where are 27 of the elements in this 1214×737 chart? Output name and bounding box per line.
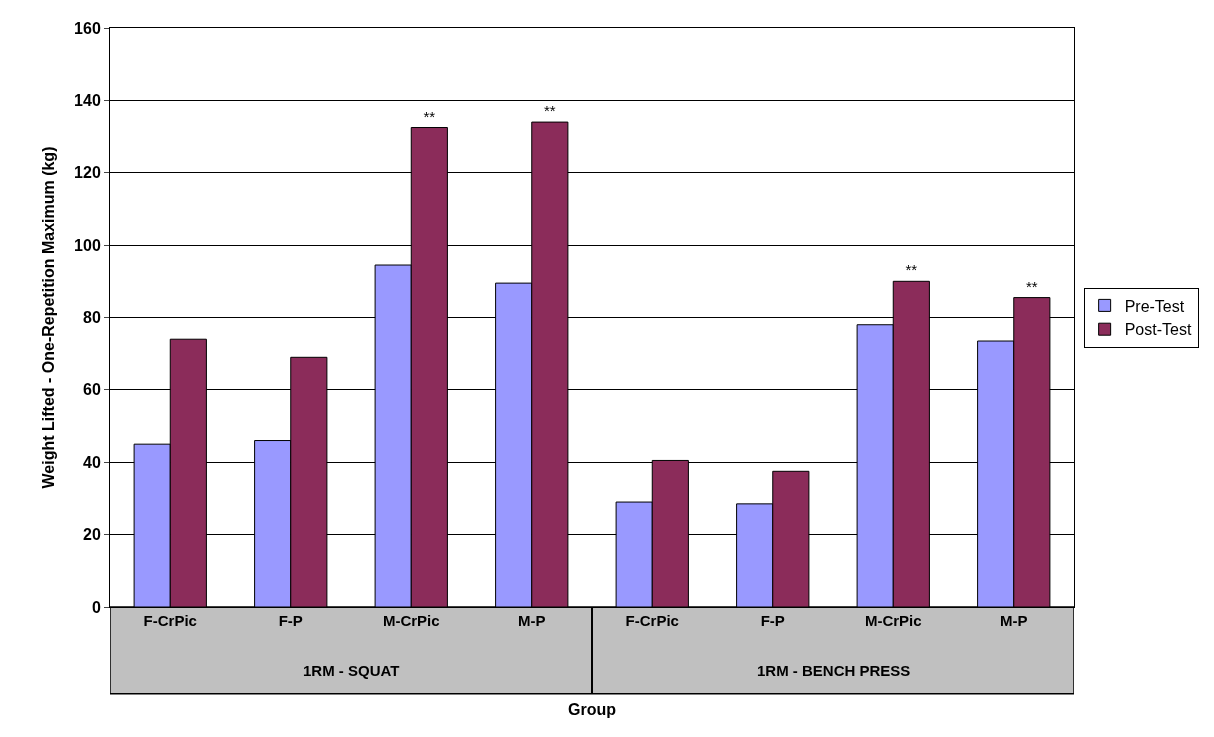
x-tick-label: M-CrPic (864, 612, 922, 629)
y-tick-label: 20 (83, 526, 101, 544)
y-tick-label: 120 (74, 164, 101, 182)
y-tick-label: 40 (83, 453, 101, 471)
y-tick-label: 60 (83, 381, 101, 399)
legend-label: Post-Test (1124, 321, 1192, 339)
data-label: ** (423, 107, 436, 125)
y-axis-title: Weight Lifted - One-Repetition Maximum (kg) (40, 146, 57, 489)
x-tick-label: F-CrPic (625, 612, 679, 629)
x-tick-label: M-P (1000, 612, 1028, 629)
data-label: ** (543, 102, 556, 120)
text: 1RM - SQUAT (303, 662, 400, 679)
x-axis-title: Group (568, 700, 617, 718)
y-tick-label: 0 (91, 598, 101, 616)
y-tick-label: 160 (74, 19, 101, 37)
y-tick-label: 100 (74, 236, 101, 254)
y-tick-label: 80 (83, 309, 101, 327)
data-label: ** (905, 261, 918, 279)
text: 1RM - BENCH PRESS (757, 662, 911, 679)
x-tick-label: F-P (760, 612, 785, 629)
x-tick-label: F-CrPic (143, 612, 197, 629)
x-tick-label: M-CrPic (382, 612, 440, 629)
x-tick-label: F-P (278, 612, 303, 629)
legend-label: Pre-Test (1124, 297, 1185, 315)
data-label: ** (1025, 277, 1038, 295)
x-tick-label: M-P (518, 612, 546, 629)
y-tick-label: 140 (74, 91, 101, 109)
